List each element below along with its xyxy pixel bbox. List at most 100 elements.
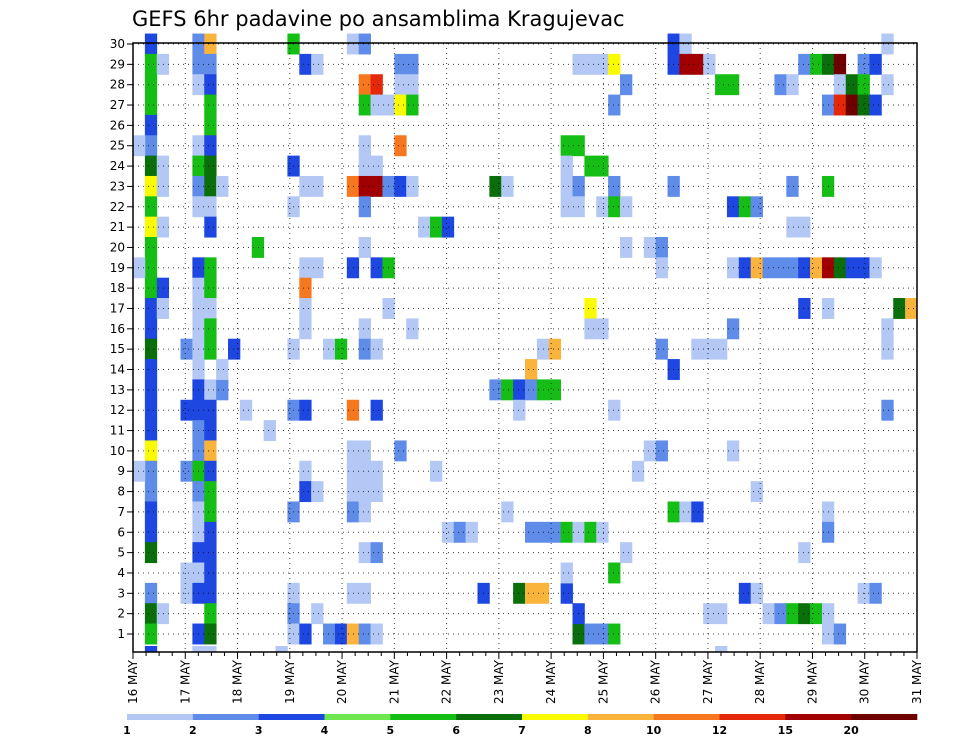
heatmap-cell — [346, 175, 360, 197]
heatmap-cell — [881, 74, 894, 96]
heatmap-cell — [180, 460, 193, 482]
heatmap-cell — [180, 582, 193, 604]
heatmap-cell — [596, 155, 609, 177]
heatmap-cell — [144, 582, 158, 604]
colorbar-segment — [522, 714, 589, 720]
x-tick-label: 26 MAY — [649, 659, 663, 704]
heatmap-cell — [133, 460, 146, 482]
heatmap-cell — [156, 155, 170, 177]
heatmap-cell — [204, 298, 217, 319]
heatmap-cell — [596, 196, 609, 218]
y-tick-label: 4 — [117, 566, 125, 580]
heatmap-cell — [810, 53, 823, 75]
heatmap-cell — [596, 521, 609, 543]
heatmap-cell — [798, 542, 811, 564]
heatmap-cell — [144, 155, 158, 177]
y-tick-label: 25 — [110, 139, 125, 153]
heatmap-cell — [786, 74, 799, 96]
heatmap-cell — [358, 74, 371, 96]
heatmap-cell — [893, 298, 906, 319]
x-axis: 16 MAY 17 MAY 18 MAY 19 MAY 20 MAY 21 MAY 22 M… — [126, 652, 924, 704]
heatmap-cell — [703, 53, 716, 75]
heatmap-cell — [560, 175, 573, 197]
heatmap-cell — [881, 399, 894, 421]
heatmap-cell — [133, 257, 146, 279]
x-tick-label: 16 MAY — [126, 659, 140, 704]
heatmap-cell — [429, 216, 443, 238]
heatmap-cell — [394, 74, 407, 96]
heatmap-cell — [750, 196, 763, 218]
heatmap-cell — [358, 196, 371, 218]
heatmap-cell — [845, 94, 859, 116]
heatmap-cell — [608, 53, 621, 75]
heatmap-cell — [144, 646, 158, 652]
heatmap-cell — [715, 603, 728, 625]
heatmap-cell — [774, 603, 787, 625]
heatmap-cell — [358, 155, 371, 177]
heatmap-cell — [786, 216, 799, 238]
y-tick-label: 13 — [110, 383, 125, 397]
x-tick-label: 27 MAY — [701, 659, 715, 704]
heatmap-cell — [358, 237, 371, 258]
heatmap-cell — [608, 399, 621, 421]
heatmap-cell — [346, 582, 360, 604]
heatmap-cell — [869, 582, 882, 604]
heatmap-cell — [869, 94, 882, 116]
heatmap-cell — [608, 94, 621, 116]
heatmap-cell — [786, 175, 799, 197]
heatmap-cell — [620, 237, 633, 258]
heatmap-cell — [691, 501, 704, 523]
heatmap-cell — [370, 175, 383, 197]
y-tick-label: 18 — [110, 281, 125, 295]
colorbar-segment — [456, 714, 523, 720]
heatmap-cell — [798, 298, 811, 319]
colorbar-segment — [653, 714, 720, 720]
heatmap-cell — [691, 338, 704, 360]
heatmap-cell — [370, 481, 383, 503]
heatmap-cell — [204, 460, 217, 482]
heatmap-cell — [620, 74, 633, 96]
y-tick-label: 11 — [110, 424, 125, 438]
heatmap-cell — [299, 277, 312, 299]
heatmap-cell — [346, 33, 360, 55]
heatmap-cell — [691, 53, 704, 75]
heatmap-cell — [144, 277, 158, 299]
heatmap-cell — [525, 379, 538, 401]
colorbar-label: 8 — [584, 724, 592, 737]
x-tick-label: 19 MAY — [283, 659, 297, 704]
chart-title: GEFS 6hr padavine po ansamblima Kragujev… — [132, 7, 625, 31]
heatmap-cell — [299, 318, 312, 340]
heatmap-cell — [204, 481, 217, 503]
colorbar-label: 15 — [778, 724, 793, 737]
heatmap-cell — [358, 623, 371, 645]
heatmap-cell — [299, 460, 312, 482]
heatmap-cell — [204, 623, 217, 645]
heatmap-cell — [239, 399, 253, 421]
heatmap-cell — [299, 399, 312, 421]
heatmap-cell — [548, 379, 562, 401]
colorbar-label: 1 — [123, 724, 131, 737]
heatmap-cell — [833, 74, 847, 96]
heatmap-cell — [608, 623, 621, 645]
heatmap-cell — [358, 135, 371, 157]
heatmap-cell — [489, 175, 502, 197]
heatmap-cell — [204, 135, 217, 157]
heatmap-cell — [358, 94, 371, 116]
heatmap-cell — [501, 175, 514, 197]
y-tick-label: 23 — [110, 179, 125, 193]
heatmap-cell — [358, 481, 371, 503]
heatmap-cell — [204, 155, 217, 177]
heatmap-cell — [608, 562, 621, 584]
heatmap-cell — [596, 623, 609, 645]
heatmap-cell — [715, 646, 728, 652]
heatmap-cell — [370, 460, 383, 482]
x-tick-label: 31 MAY — [910, 659, 924, 704]
y-tick-label: 17 — [110, 301, 125, 315]
heatmap-cell — [334, 338, 348, 360]
y-tick-label: 24 — [110, 159, 125, 173]
heatmap-cell — [180, 562, 193, 584]
heatmap-cell — [655, 338, 668, 360]
heatmap-cell — [299, 257, 312, 279]
heatmap-cell — [406, 94, 419, 116]
heatmap-cell — [643, 237, 657, 258]
